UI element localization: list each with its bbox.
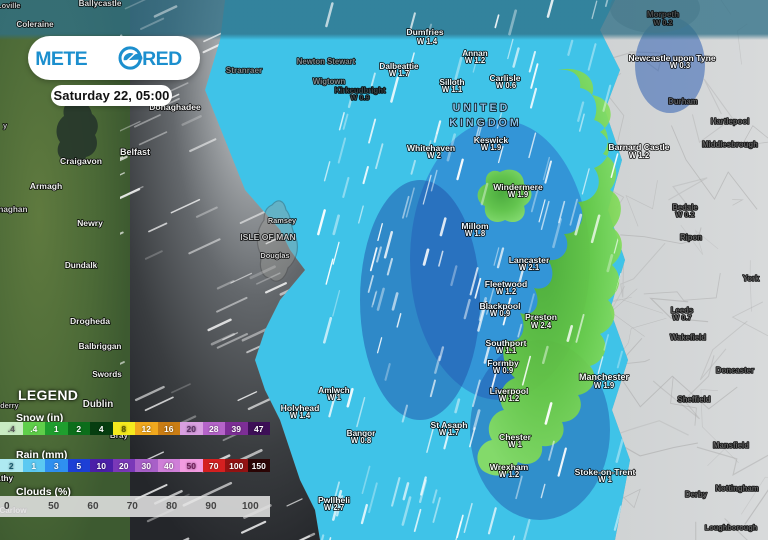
svg-text:W 1.9: W 1.9 [508,190,529,199]
svg-text:W 1.1: W 1.1 [496,346,517,355]
svg-text:RED: RED [142,48,182,70]
svg-text:York: York [743,274,760,283]
svg-text:W 0.3: W 0.3 [670,61,691,70]
svg-text:W 1.2: W 1.2 [499,394,520,403]
svg-text:Dumfries: Dumfries [406,27,443,37]
svg-text:Douglas: Douglas [260,251,289,260]
svg-text:W 1.7: W 1.7 [439,428,459,437]
svg-text:Coleraine: Coleraine [16,20,54,29]
svg-text:Craigavon: Craigavon [60,156,102,166]
svg-text:...oville: ...oville [0,1,21,10]
svg-text:Newton Stewart: Newton Stewart [297,57,356,66]
svg-text:Mansfield: Mansfield [713,441,749,450]
svg-text:Hartlepool: Hartlepool [711,117,750,126]
svg-text:W 1.2: W 1.2 [499,470,520,479]
svg-text:W 1.9: W 1.9 [594,381,615,390]
svg-text:W 1.7: W 1.7 [389,69,409,78]
svg-text:Monaghan: Monaghan [0,205,27,214]
svg-text:Derby: Derby [685,490,708,499]
svg-text:Durham: Durham [668,97,698,106]
svg-text:Ballycastle: Ballycastle [79,0,122,8]
svg-text:W 1.9: W 1.9 [481,143,502,152]
svg-text:W 2.7: W 2.7 [324,503,344,512]
svg-text:W 2.4: W 2.4 [531,321,552,330]
svg-text:Middlesbrough: Middlesbrough [702,140,758,149]
svg-text:W 0.2: W 0.2 [653,18,672,27]
svg-text:W 1.8: W 1.8 [465,229,486,238]
svg-text:W 1: W 1 [598,475,613,484]
svg-text:W 0.9: W 0.9 [490,309,511,318]
svg-text:K I N G D O M: K I N G D O M [449,117,519,129]
svg-text:Belfast: Belfast [120,147,150,157]
svg-text:Drogheda: Drogheda [70,316,110,326]
svg-text:W 1.2: W 1.2 [629,151,650,160]
svg-text:Newry: Newry [77,218,103,228]
svg-text:W 0.2: W 0.2 [675,210,694,219]
svg-text:U N I T E D: U N I T E D [453,102,508,114]
svg-text:W 0.9: W 0.9 [493,366,514,375]
svg-text:METE: METE [35,48,87,70]
svg-text:W 1.1: W 1.1 [442,85,463,94]
svg-text:W 1: W 1 [508,440,523,449]
svg-text:ISLE OF MAN: ISLE OF MAN [240,232,295,242]
svg-text:Sheffield: Sheffield [678,395,711,404]
svg-text:W 0.7: W 0.7 [672,313,691,322]
svg-text:Stranraer: Stranraer [226,66,263,75]
svg-text:W 1.4: W 1.4 [417,37,438,46]
svg-text:Swords: Swords [92,370,122,379]
svg-text:Wigtown: Wigtown [313,77,346,86]
svg-text:Doncaster: Doncaster [716,366,754,375]
svg-text:W 0.9: W 0.9 [350,93,369,102]
svg-text:W 0.6: W 0.6 [496,81,517,90]
svg-text:W 1.4: W 1.4 [290,411,311,420]
svg-text:Armagh: Armagh [30,181,62,191]
svg-text:W 1.2: W 1.2 [465,56,486,65]
svg-text:Nottingham: Nottingham [715,484,758,493]
svg-text:Dublin: Dublin [83,399,113,410]
svg-text:Ripon: Ripon [680,233,702,242]
svg-text:Loughborough: Loughborough [705,523,758,532]
svg-text:Ramsey: Ramsey [268,216,297,225]
svg-text:W 1: W 1 [327,393,342,402]
svg-text:Balbriggan: Balbriggan [79,342,122,351]
svg-text:W 1.2: W 1.2 [496,287,517,296]
svg-text:W 2.1: W 2.1 [519,263,540,272]
svg-text:Dundalk: Dundalk [65,261,98,270]
svg-text:W 2: W 2 [427,151,442,160]
svg-text:Athy: Athy [0,474,14,483]
svg-text:Wakefield: Wakefield [670,333,706,342]
svg-text:W 0.8: W 0.8 [351,436,372,445]
